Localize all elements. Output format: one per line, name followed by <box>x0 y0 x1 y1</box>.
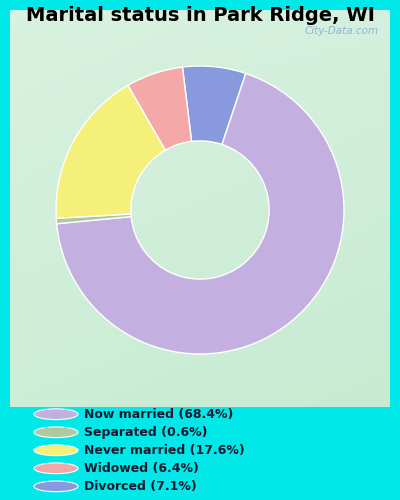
Text: Divorced (7.1%): Divorced (7.1%) <box>84 480 197 493</box>
Wedge shape <box>56 214 131 224</box>
Circle shape <box>34 445 78 456</box>
Circle shape <box>34 409 78 420</box>
Wedge shape <box>57 74 344 354</box>
Wedge shape <box>56 86 166 218</box>
Wedge shape <box>128 67 192 150</box>
Text: Widowed (6.4%): Widowed (6.4%) <box>84 462 199 475</box>
Text: City-Data.com: City-Data.com <box>304 26 378 36</box>
Wedge shape <box>182 66 246 144</box>
Circle shape <box>34 427 78 438</box>
Circle shape <box>34 463 78 473</box>
Text: Separated (0.6%): Separated (0.6%) <box>84 426 208 438</box>
Text: Never married (17.6%): Never married (17.6%) <box>84 444 245 457</box>
Text: Now married (68.4%): Now married (68.4%) <box>84 408 233 420</box>
Circle shape <box>34 481 78 492</box>
Text: Marital status in Park Ridge, WI: Marital status in Park Ridge, WI <box>26 6 374 25</box>
